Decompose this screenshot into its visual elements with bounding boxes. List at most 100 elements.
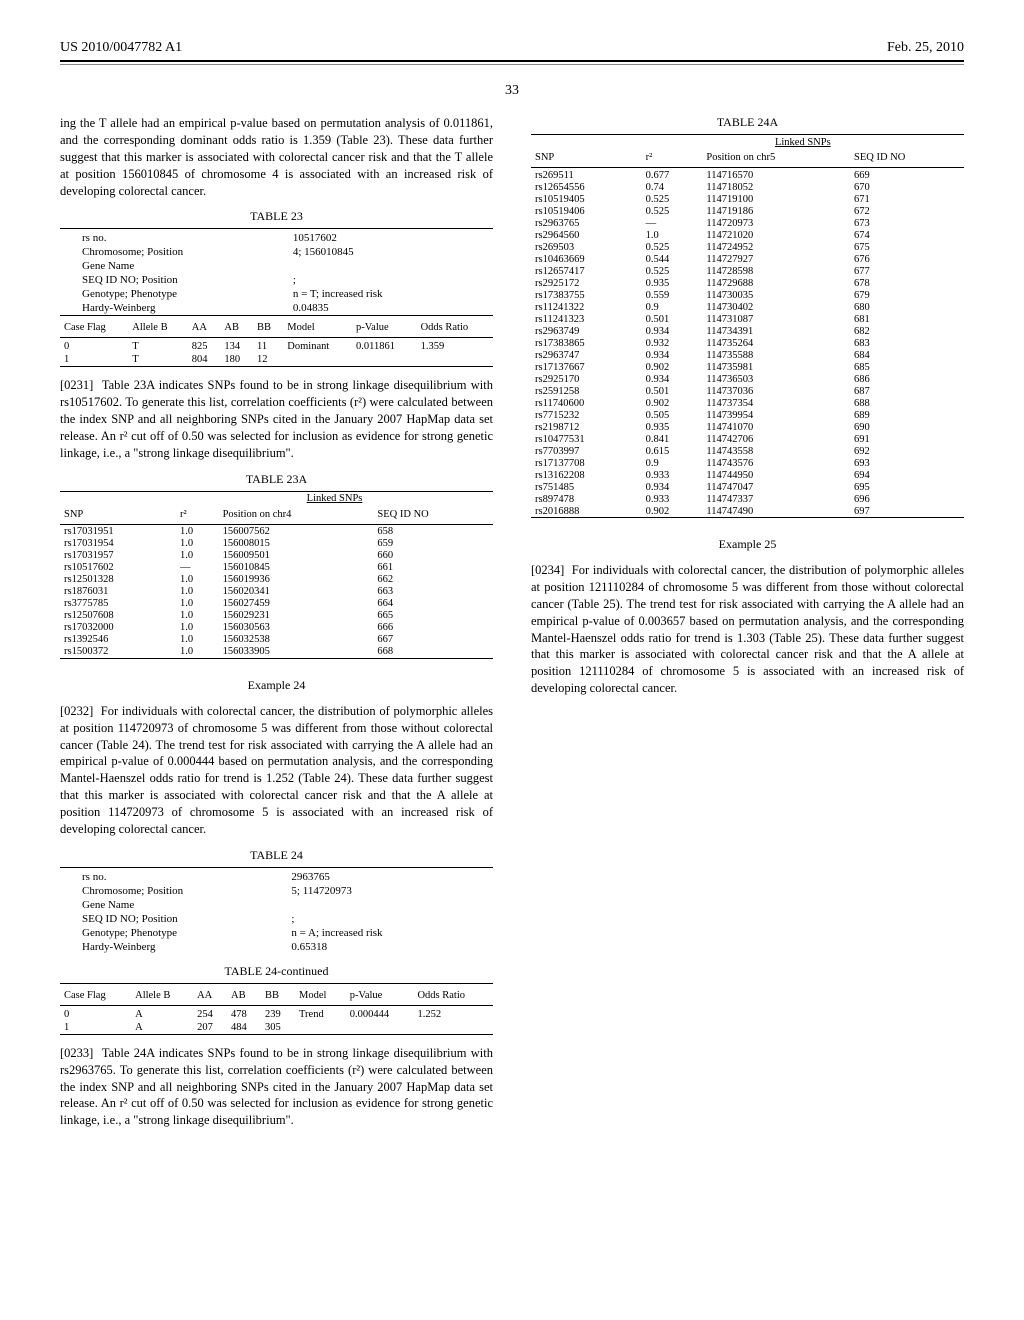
table-row: rs170320001.0156030563666 [60, 622, 493, 634]
table-row: rs173838650.932114735264683 [531, 337, 964, 349]
table-row: rs105194060.525114719186672 [531, 205, 964, 217]
table-row: rs170319571.0156009501660 [60, 550, 493, 562]
table-row: rs126574170.525114728598677 [531, 265, 964, 277]
table-row: rs10517602—156010845661 [60, 562, 493, 574]
t24-m-v3: ; [287, 912, 477, 926]
page-header: US 2010/0047782 A1 Feb. 25, 2010 [60, 40, 964, 56]
t24c-h2: AA [193, 986, 227, 1006]
intro-paragraph: ing the T allele had an empirical p-valu… [60, 115, 493, 199]
table-row: rs7514850.934114747047695 [531, 481, 964, 493]
table-row: rs37757851.0156027459664 [60, 598, 493, 610]
t24-m-l2: Gene Name [78, 898, 287, 912]
table-row: rs104636690.544114727927676 [531, 253, 964, 265]
table-row: rs171376670.902114735981685 [531, 361, 964, 373]
table-row: rs125013281.0156019936662 [60, 574, 493, 586]
table-row: rs29645601.0114721020674 [531, 229, 964, 241]
header-left: US 2010/0047782 A1 [60, 40, 182, 56]
table-24a-block: TABLE 24A Linked SNPs SNP r² Position on… [531, 115, 964, 519]
para-0234: [0234] For individuals with colorectal c… [531, 562, 964, 697]
table-row: rs2963765—114720973673 [531, 217, 964, 229]
header-rule-thick [60, 60, 964, 62]
t24-m-v1: 5; 114720973 [287, 884, 477, 898]
para-0232: [0232] For individuals with colorectal c… [60, 703, 493, 838]
table-row: 1A207484305 [60, 1021, 493, 1035]
table-row: 0T82513411Dominant0.0118611.359 [60, 340, 493, 353]
t23-h3: AB [220, 318, 253, 338]
t23-h4: BB [253, 318, 283, 338]
t24c-h1: Allele B [131, 986, 193, 1006]
table-row: rs21987120.935114741070690 [531, 421, 964, 433]
table-row: rs171377080.9114743576693 [531, 457, 964, 469]
table-row: rs2695110.677114716570669 [531, 169, 964, 181]
table-row: rs29637470.934114735588684 [531, 349, 964, 361]
t23a-h2: Position on chr4 [219, 505, 374, 525]
t23-m-v3: ; [289, 273, 478, 287]
t23a-sub: Linked SNPs [307, 493, 363, 504]
t23-h5: Model [283, 318, 352, 338]
t24c-h3: AB [227, 986, 261, 1006]
t24-m-l1: Chromosome; Position [78, 884, 287, 898]
t24a-sub: Linked SNPs [775, 137, 831, 148]
table-row: rs29251700.934114736503686 [531, 373, 964, 385]
t24-m-v5: 0.65318 [287, 940, 477, 954]
table-row: rs77152320.505114739954689 [531, 409, 964, 421]
t23-h1: Allele B [128, 318, 188, 338]
para-0232-text: For individuals with colorectal cancer, … [60, 704, 493, 836]
t23a-h0: SNP [60, 505, 176, 525]
t24-m-v0: 2963765 [287, 870, 477, 884]
t23-m-v2 [289, 259, 478, 273]
para-0233: [0233] Table 24A indicates SNPs found to… [60, 1045, 493, 1129]
t23-m-l4: Genotype; Phenotype [78, 287, 289, 301]
para-0231: [0231] Table 23A indicates SNPs found to… [60, 377, 493, 461]
table-row: rs77039970.615114743558692 [531, 445, 964, 457]
t24a-h3: SEQ ID NO [850, 148, 964, 168]
t23a-h3: SEQ ID NO [373, 505, 493, 525]
t23-h0: Case Flag [60, 318, 128, 338]
t24c-h0: Case Flag [60, 986, 131, 1006]
table-row: 1T80418012 [60, 353, 493, 367]
para-0234-text: For individuals with colorectal cancer, … [531, 563, 964, 695]
table23-data: Case Flag Allele B AA AB BB Model p-Valu… [60, 318, 493, 369]
table-row: rs15003721.0156033905668 [60, 646, 493, 659]
table-row: rs2695030.525114724952675 [531, 241, 964, 253]
table-row: rs170319541.0156008015659 [60, 538, 493, 550]
t24c-h4: BB [261, 986, 295, 1006]
table-row: rs170319511.0156007562658 [60, 526, 493, 538]
t23-m-l0: rs no. [78, 231, 289, 245]
table-row: rs18760311.0156020341663 [60, 586, 493, 598]
para-0233-text: Table 24A indicates SNPs found to be in … [60, 1046, 493, 1128]
t24c-h6: p-Value [346, 986, 414, 1006]
table-row: rs112413230.501114731087681 [531, 313, 964, 325]
t24a-h1: r² [642, 148, 703, 168]
table24a-caption: TABLE 24A [531, 115, 964, 130]
header-rule-thin [60, 64, 964, 65]
table-row: rs20168880.902114747490697 [531, 505, 964, 518]
t23-m-l3: SEQ ID NO; Position [78, 273, 289, 287]
content-columns: ing the T allele had an empirical p-valu… [60, 115, 964, 1235]
table-row: rs13925461.0156032538667 [60, 634, 493, 646]
t24a-h2: Position on chr5 [702, 148, 850, 168]
table-row: rs125076081.0156029231665 [60, 610, 493, 622]
table-row: rs105194050.525114719100671 [531, 193, 964, 205]
table-24cont-block: TABLE 24-continued Case Flag Allele B AA… [60, 964, 493, 1037]
table-row: rs29251720.935114729688678 [531, 277, 964, 289]
table-row: rs126545560.74114718052670 [531, 181, 964, 193]
t23-m-l5: Hardy-Weinberg [78, 301, 289, 316]
t24-m-l0: rs no. [78, 870, 287, 884]
table-row: rs29637490.934114734391682 [531, 325, 964, 337]
t23-m-v5: 0.04835 [289, 301, 478, 316]
example25-title: Example 25 [531, 537, 964, 552]
t23-m-l1: Chromosome; Position [78, 245, 289, 259]
table-row: rs104775310.841114742706691 [531, 433, 964, 445]
t24-m-v2 [287, 898, 477, 912]
t23-h2: AA [188, 318, 221, 338]
table24a: Linked SNPs SNP r² Position on chr5 SEQ … [531, 134, 964, 519]
t23-m-l2: Gene Name [78, 259, 289, 273]
table24-meta: rs no.2963765 Chromosome; Position5; 114… [60, 867, 493, 954]
table-23a-block: TABLE 23A Linked SNPs SNP r² Position on… [60, 472, 493, 660]
t24a-h0: SNP [531, 148, 642, 168]
t24-m-l5: Hardy-Weinberg [78, 940, 287, 954]
table23-meta: rs no.10517602 Chromosome; Position4; 15… [60, 228, 493, 318]
table-23-block: TABLE 23 rs no.10517602 Chromosome; Posi… [60, 209, 493, 369]
t23-m-v0: 10517602 [289, 231, 478, 245]
